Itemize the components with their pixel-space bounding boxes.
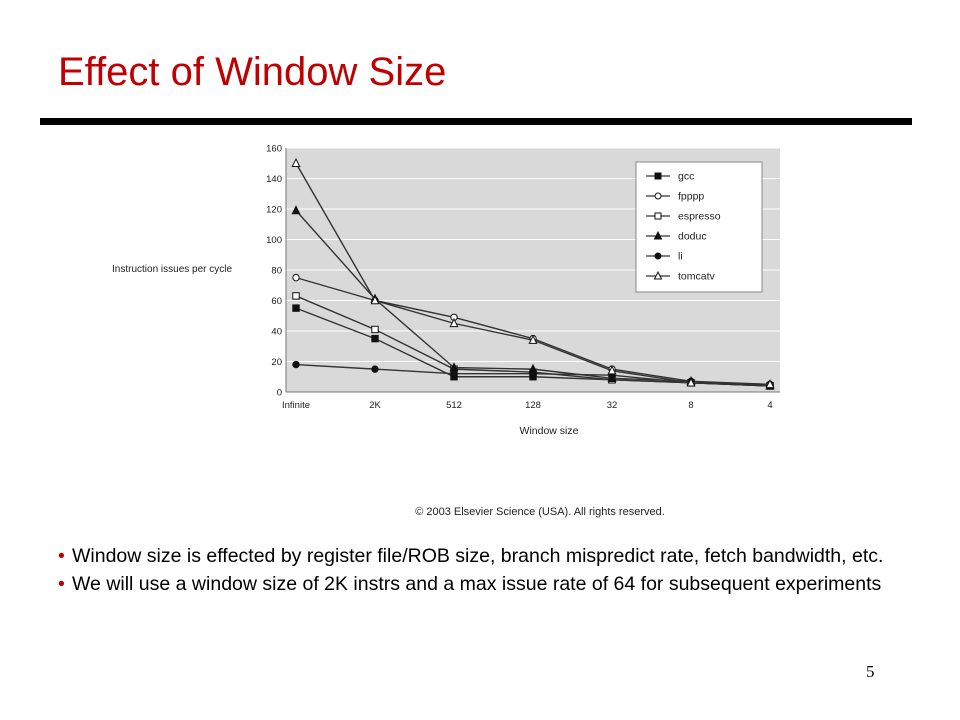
window-size-chart: 0 20 40 60 80 100 120 140 160 Infinite 2K 512 128 32 8… bbox=[112, 144, 780, 518]
y-tick-label: 140 bbox=[266, 174, 282, 185]
bullet-marker: • bbox=[58, 573, 65, 595]
copyright-notice: © 2003 Elsevier Science (USA). All right… bbox=[415, 506, 665, 518]
legend-label: gcc bbox=[678, 171, 694, 183]
bullet-text: We will use a window size of 2K instrs a… bbox=[72, 573, 882, 595]
x-tick-label: 2K bbox=[369, 400, 381, 411]
legend-label: li bbox=[678, 251, 683, 263]
y-axis-label: Instruction issues per cycle bbox=[112, 264, 232, 275]
legend-entry: li bbox=[646, 251, 683, 263]
y-tick-label: 20 bbox=[271, 357, 282, 368]
legend-label: tomcatv bbox=[678, 271, 716, 283]
slide-number: 5 bbox=[866, 662, 875, 681]
y-tick-label: 80 bbox=[271, 266, 282, 277]
data-point-marker bbox=[292, 360, 300, 369]
legend-label: espresso bbox=[678, 211, 721, 223]
data-point-marker bbox=[292, 304, 300, 312]
data-point-marker bbox=[528, 334, 538, 344]
y-tick-label: 0 bbox=[277, 388, 282, 399]
legend-label: fpppp bbox=[678, 191, 704, 203]
y-tick-label: 120 bbox=[266, 205, 282, 216]
y-tick-label: 40 bbox=[271, 327, 282, 338]
legend-entry: gcc bbox=[646, 171, 694, 183]
data-point-marker bbox=[292, 273, 300, 282]
data-point-marker bbox=[607, 365, 617, 375]
bullet-list: • Window size is effected by register fi… bbox=[58, 542, 918, 598]
bullet-text: Window size is effected by register file… bbox=[72, 545, 884, 567]
bullet-item: • We will use a window size of 2K instrs… bbox=[58, 570, 918, 598]
title-underline bbox=[40, 118, 912, 125]
x-tick-label: 4 bbox=[767, 400, 772, 411]
data-point-marker bbox=[292, 292, 300, 300]
data-point-marker bbox=[371, 334, 379, 343]
data-point-marker bbox=[654, 252, 662, 260]
data-point-marker bbox=[291, 157, 301, 167]
data-point-marker bbox=[371, 365, 379, 373]
x-tick-label: 512 bbox=[446, 400, 462, 411]
slide-title: Effect of Window Size bbox=[58, 50, 447, 94]
data-point-marker bbox=[765, 379, 775, 389]
data-point-marker bbox=[653, 230, 663, 240]
legend-entry: tomcatv bbox=[646, 271, 716, 283]
chart-figure: 0 20 40 60 80 100 120 140 160 Infinite 2K 512 128 32 8… bbox=[100, 138, 800, 528]
data-point-marker bbox=[450, 370, 458, 378]
data-point-marker bbox=[654, 212, 662, 220]
bullet-marker: • bbox=[58, 545, 65, 567]
x-tick-label: 128 bbox=[525, 400, 541, 411]
data-point-marker bbox=[654, 192, 662, 200]
x-tick-label: 8 bbox=[688, 400, 693, 411]
legend-entry: fpppp bbox=[646, 191, 704, 203]
legend-label: doduc bbox=[678, 231, 707, 243]
legend-entry: doduc bbox=[646, 231, 707, 243]
data-point-marker bbox=[654, 172, 662, 180]
legend-entry: espresso bbox=[646, 211, 721, 223]
data-point-marker bbox=[370, 295, 380, 305]
y-tick-label: 100 bbox=[266, 235, 282, 246]
x-axis-label: Window size bbox=[520, 425, 579, 437]
bullet-item: • Window size is effected by register fi… bbox=[58, 542, 918, 570]
data-point-marker bbox=[686, 377, 696, 387]
data-point-marker bbox=[449, 318, 459, 328]
data-point-marker bbox=[529, 370, 537, 378]
data-point-marker bbox=[371, 325, 379, 334]
y-tick-label: 160 bbox=[266, 144, 282, 155]
x-tick-label: 32 bbox=[607, 400, 618, 411]
x-tick-label: Infinite bbox=[282, 400, 310, 411]
data-point-marker bbox=[653, 270, 663, 280]
data-point-marker bbox=[291, 205, 301, 215]
y-tick-label: 60 bbox=[271, 296, 282, 307]
legend-box bbox=[635, 161, 763, 293]
series-tomcatv bbox=[291, 157, 775, 389]
